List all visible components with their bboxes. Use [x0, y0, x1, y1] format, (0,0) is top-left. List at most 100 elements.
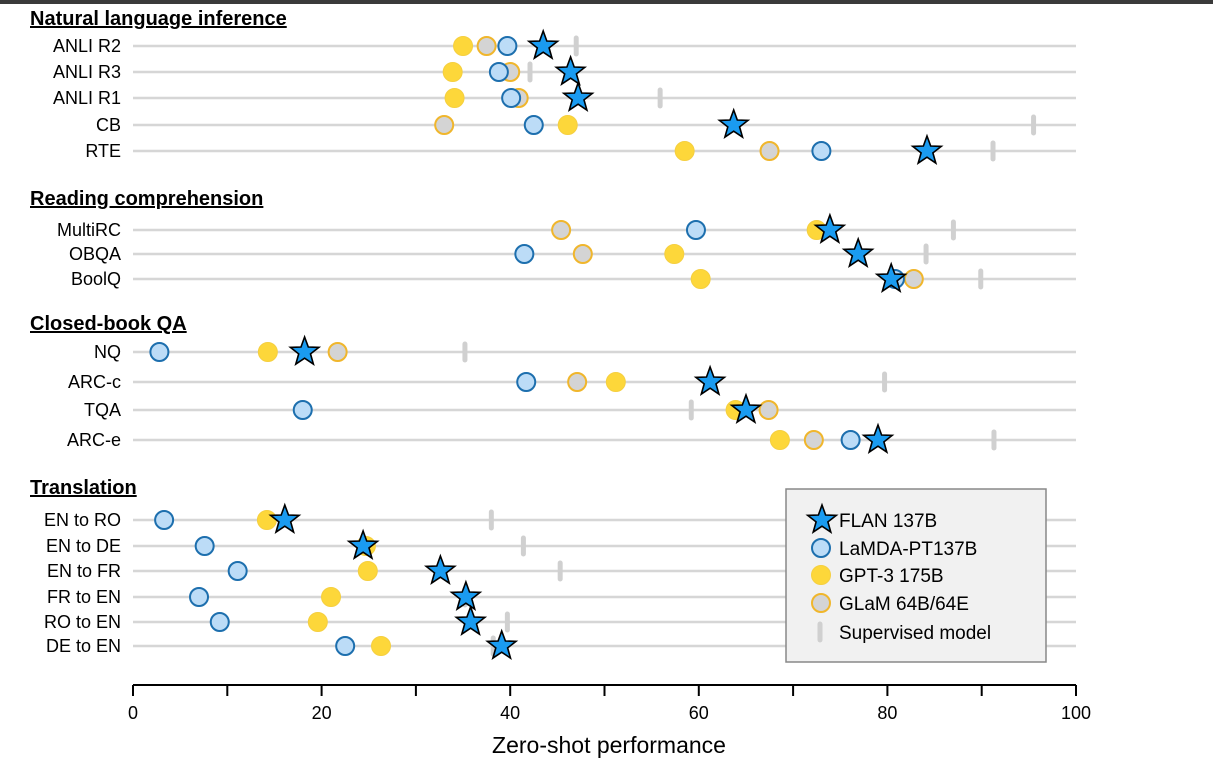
flan-point [423, 553, 457, 585]
flan-point [454, 604, 488, 636]
row-label: CB [96, 115, 121, 135]
lamda-point [189, 587, 210, 607]
gpt3-point [769, 430, 790, 450]
group-header: Closed-book QA [30, 313, 187, 335]
lamda-point [335, 636, 356, 656]
data-row: ANLI R3 [53, 54, 1076, 86]
legend-label-flan: FLAN 137B [839, 511, 937, 532]
data-row: OBQA [69, 236, 1076, 268]
row-label: ANLI R1 [53, 88, 121, 108]
gpt3-point [453, 36, 474, 56]
lamda-point [523, 115, 544, 135]
lamda-point [811, 141, 832, 161]
data-row: ANLI R1 [53, 80, 1076, 112]
flan-point [346, 528, 380, 560]
flan-point [729, 392, 763, 424]
row-label: DE to EN [46, 636, 121, 656]
gpt3-point [357, 561, 378, 581]
data-row: RTE [85, 133, 1076, 165]
row-label: ARC-c [68, 372, 121, 392]
gpt3-point [674, 141, 695, 161]
glam-point [903, 269, 924, 289]
row-label: FR to EN [47, 587, 121, 607]
row-label: BoolQ [71, 269, 121, 289]
glam-point [551, 220, 572, 240]
x-tick-label: 80 [877, 703, 897, 723]
gpt3-point [307, 612, 328, 632]
gpt3-point [256, 510, 277, 530]
glam-point [327, 342, 348, 362]
gpt3-point [371, 636, 392, 656]
lamda-point [488, 62, 509, 82]
flan-point [805, 502, 839, 534]
legend: FLAN 137B LaMDA-PT137B GPT-3 175B GLaM 64B/… [785, 488, 1047, 663]
gpt3-point [811, 565, 831, 585]
x-tick-label: 60 [689, 703, 709, 723]
lamda-point [516, 372, 537, 392]
glam-point [811, 593, 831, 613]
group-header: Reading comprehension [30, 188, 263, 210]
lamda-point [685, 220, 706, 240]
gpt3-point [321, 587, 342, 607]
lamda-point [209, 612, 230, 632]
row-label: ANLI R3 [53, 62, 121, 82]
row-label: EN to DE [46, 536, 121, 556]
glam-point [803, 430, 824, 450]
data-row: ARC-c [68, 364, 1076, 396]
data-row: EN to RO [44, 502, 1076, 534]
flan-point [861, 422, 895, 454]
gpt3-point [605, 372, 626, 392]
glam-point [759, 141, 780, 161]
data-row: ARC-e [67, 422, 1076, 454]
gpt3-point [442, 62, 463, 82]
glam-point [476, 36, 497, 56]
glam-point [572, 244, 593, 264]
gpt3-point [690, 269, 711, 289]
top-bar [0, 0, 1213, 4]
row-label: TQA [84, 400, 121, 420]
flan-point [288, 334, 322, 366]
x-axis-label: Zero-shot performance [492, 732, 726, 758]
flan-point [693, 364, 727, 396]
data-row: EN to DE [46, 528, 1076, 560]
row-label: ARC-e [67, 430, 121, 450]
row-label: RTE [85, 141, 121, 161]
row-label: EN to FR [47, 561, 121, 581]
lamda-point [840, 430, 861, 450]
data-row: MultiRC [57, 212, 1076, 244]
row-label: MultiRC [57, 220, 121, 240]
x-tick-label: 40 [500, 703, 520, 723]
glam-point [567, 372, 588, 392]
lamda-point [227, 561, 248, 581]
x-tick-label: 20 [312, 703, 332, 723]
lamda-point [501, 88, 522, 108]
lamda-point [149, 342, 170, 362]
data-row: TQA [84, 392, 1076, 424]
row-label: EN to RO [44, 510, 121, 530]
group-header: Translation [30, 477, 137, 499]
lamda-point [514, 244, 535, 264]
flan-point [485, 628, 519, 660]
gpt3-point [257, 342, 278, 362]
data-row: BoolQ [71, 261, 1076, 293]
flan-point [268, 502, 302, 534]
row-label: RO to EN [44, 612, 121, 632]
x-tick-label: 0 [128, 703, 138, 723]
lamda-point [811, 538, 831, 558]
x-tick-label: 100 [1061, 703, 1091, 723]
glam-point [434, 115, 455, 135]
flan-point [841, 236, 875, 268]
lamda-point [194, 536, 215, 556]
flan-point [561, 80, 595, 112]
legend-label-gpt3: GPT-3 175B [839, 566, 944, 587]
flan-point [554, 54, 588, 86]
legend-label-supervised: Supervised model [839, 623, 991, 644]
flan-point [449, 579, 483, 611]
flan-point [813, 212, 847, 244]
row-label: NQ [94, 342, 121, 362]
group-header: Natural language inference [30, 8, 287, 30]
flan-point [526, 28, 560, 60]
legend-label-lamda: LaMDA-PT137B [839, 539, 977, 560]
legend-label-glam: GLaM 64B/64E [839, 594, 969, 615]
